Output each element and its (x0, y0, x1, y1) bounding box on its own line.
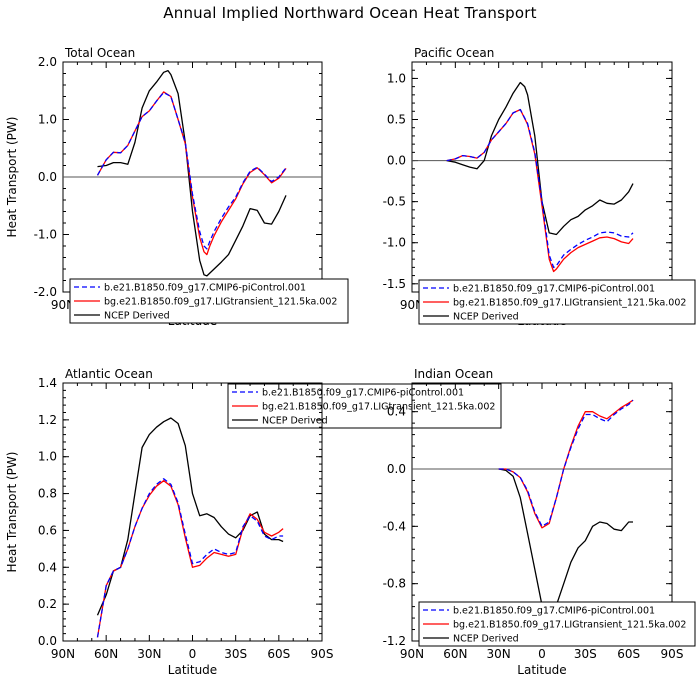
pacific-ocean-legend-box (418, 279, 696, 325)
indian-ocean-xtick-label: 30S (574, 647, 597, 661)
pacific-ocean-series-bg-e21-b1850-f09-g17-ligtransient-121-5ka-002 (446, 108, 634, 273)
total-ocean-ytick-label: 2.0 (38, 55, 57, 69)
atlantic-ocean-series-b-e21-b1850-f09-g17-cmip6-picontrol-001 (96, 478, 284, 638)
pacific-ocean-legend-label: bg.e21.B1850.f09_g17.LIGtransient_121.5k… (453, 298, 686, 309)
indian-ocean-series-b-e21-b1850-f09-g17-cmip6-picontrol-001 (498, 399, 634, 527)
atlantic-ocean-ytick-label: 0.8 (38, 487, 57, 501)
indian-ocean-ytick-label: 0.0 (387, 462, 406, 476)
indian-ocean-xtick-label: 30N (487, 647, 511, 661)
total-ocean-series-b-e21-b1850-f09-g17-cmip6-picontrol-001 (96, 91, 287, 250)
total-ocean-legend-label: bg.e21.B1850.f09_g17.LIGtransient_121.5k… (104, 297, 337, 308)
pacific-ocean-legend-label: b.e21.B1850.f09_g17.CMIP6-piControl.001 (453, 284, 655, 295)
atlantic-ocean-ytick-label: 0.4 (38, 560, 57, 574)
atlantic-ocean-legend-label: b.e21.B1850.f09_g17.CMIP6-piControl.001 (262, 388, 464, 399)
total-ocean-xtick-label: 90N (51, 298, 75, 312)
pacific-ocean-legend-label: NCEP Derived (453, 312, 519, 323)
atlantic-ocean-ytick-label: 0.0 (38, 634, 57, 648)
pacific-ocean-legend: b.e21.B1850.f09_g17.CMIP6-piControl.001b… (418, 279, 696, 325)
figure-title: Annual Implied Northward Ocean Heat Tran… (163, 4, 537, 22)
atlantic-ocean-xtick-label: 60N (94, 647, 118, 661)
atlantic-ocean-series-bg-e21-b1850-f09-g17-ligtransient-121-5ka-002 (96, 480, 284, 638)
pacific-ocean-series-ncep-derived (446, 81, 634, 236)
atlantic-ocean-xtick-label: 60S (267, 647, 290, 661)
pacific-ocean-ytick-label: -0.5 (383, 195, 406, 209)
indian-ocean-ytick-label: -0.4 (383, 519, 406, 533)
atlantic-ocean-panel-title: Atlantic Ocean (65, 367, 153, 381)
indian-ocean-xtick-label: 0 (538, 647, 546, 661)
atlantic-ocean-legend-label: bg.e21.B1850.f09_g17.LIGtransient_121.5k… (262, 402, 495, 413)
total-ocean-ytick-label: 1.0 (38, 113, 57, 127)
atlantic-ocean-legend-box (227, 383, 502, 429)
panel-total-ocean: Total Ocean90N60N30N030S60S90S-2.0-1.00.… (5, 46, 349, 328)
indian-ocean-legend-label: bg.e21.B1850.f09_g17.LIGtransient_121.5k… (453, 620, 686, 631)
pacific-ocean-series-b-e21-b1850-f09-g17-cmip6-picontrol-001 (446, 108, 634, 269)
atlantic-ocean-legend: b.e21.B1850.f09_g17.CMIP6-piControl.001b… (227, 383, 502, 429)
total-ocean-ylabel: Heat Transport (PW) (5, 117, 19, 238)
indian-ocean-xtick-label: 60S (617, 647, 640, 661)
atlantic-ocean-xlabel: Latitude (168, 663, 217, 677)
total-ocean-legend-label: b.e21.B1850.f09_g17.CMIP6-piControl.001 (104, 283, 306, 294)
panel-indian-ocean: Indian Ocean 90N 60N 30N 0 30S 60S 90S -1.2 -0.8 -… (383, 367, 696, 677)
pacific-ocean-plot-frame (411, 61, 673, 293)
atlantic-ocean-xtick-label: 90N (51, 647, 75, 661)
pacific-ocean-ytick-label: 1.0 (387, 71, 406, 85)
indian-ocean-legend-label: b.e21.B1850.f09_g17.CMIP6-piControl.001 (453, 606, 655, 617)
indian-ocean-xtick-label: 90N (400, 647, 424, 661)
total-ocean-ytick-label: -2.0 (34, 285, 57, 299)
indian-ocean-panel-title: Indian Ocean (414, 367, 493, 381)
indian-ocean-legend-label: NCEP Derived (453, 634, 519, 645)
total-ocean-series-bg-e21-b1850-f09-g17-ligtransient-121-5ka-002 (96, 91, 287, 256)
atlantic-ocean-ytick-label: 1.2 (38, 413, 57, 427)
pacific-ocean-ytick-label: -1.5 (383, 277, 406, 291)
atlantic-ocean-ylabel: Heat Transport (PW) (5, 452, 19, 573)
pacific-ocean-ytick-label: 0.5 (387, 113, 406, 127)
total-ocean-legend: b.e21.B1850.f09_g17.CMIP6-piControl.001b… (69, 278, 349, 324)
pacific-ocean-ytick-label: 0.0 (387, 154, 406, 168)
atlantic-ocean-series-ncep-derived (96, 417, 284, 616)
indian-ocean-ytick-label: 0.4 (387, 405, 406, 419)
indian-ocean-xtick-label: 90S (661, 647, 684, 661)
total-ocean-ytick-label: -1.0 (34, 228, 57, 242)
pacific-ocean-panel-title: Pacific Ocean (414, 46, 494, 60)
total-ocean-ytick-label: 0.0 (38, 170, 57, 184)
pacific-ocean-xtick-label: 90N (400, 298, 424, 312)
pacific-ocean-ytick-label: -1.0 (383, 236, 406, 250)
atlantic-ocean-ytick-label: 0.6 (38, 523, 57, 537)
indian-ocean-xtick-label: 60N (443, 647, 467, 661)
atlantic-ocean-xtick-label: 30S (224, 647, 247, 661)
total-ocean-legend-label: NCEP Derived (104, 311, 170, 322)
indian-ocean-legend-box (418, 601, 696, 647)
panel-atlantic-ocean: Atlantic Ocean 90N 60N 30N 0 30S 60S 90S 0.0 0.2 0… (5, 367, 502, 677)
indian-ocean-xlabel: Latitude (517, 663, 566, 677)
total-ocean-legend-box (69, 278, 349, 324)
atlantic-ocean-ytick-label: 1.4 (38, 376, 57, 390)
indian-ocean-ytick-label: -0.8 (383, 577, 406, 591)
indian-ocean-legend: b.e21.B1850.f09_g17.CMIP6-piControl.001b… (418, 601, 696, 647)
atlantic-ocean-legend-label: NCEP Derived (262, 416, 328, 427)
indian-ocean-series-ncep-derived (498, 468, 633, 621)
total-ocean-panel-title: Total Ocean (64, 46, 135, 60)
atlantic-ocean-ytick-label: 0.2 (38, 597, 57, 611)
total-ocean-series-ncep-derived (97, 69, 287, 277)
atlantic-ocean-xtick-label: 90S (311, 647, 334, 661)
indian-ocean-ytick-label: -1.2 (383, 634, 406, 648)
atlantic-ocean-xtick-label: 30N (137, 647, 161, 661)
atlantic-ocean-ytick-label: 1.0 (38, 450, 57, 464)
panel-pacific-ocean: Pacific Ocean90N60N30N030S60S90S-1.5-1.0… (383, 46, 696, 328)
atlantic-ocean-xtick-label: 0 (189, 647, 197, 661)
